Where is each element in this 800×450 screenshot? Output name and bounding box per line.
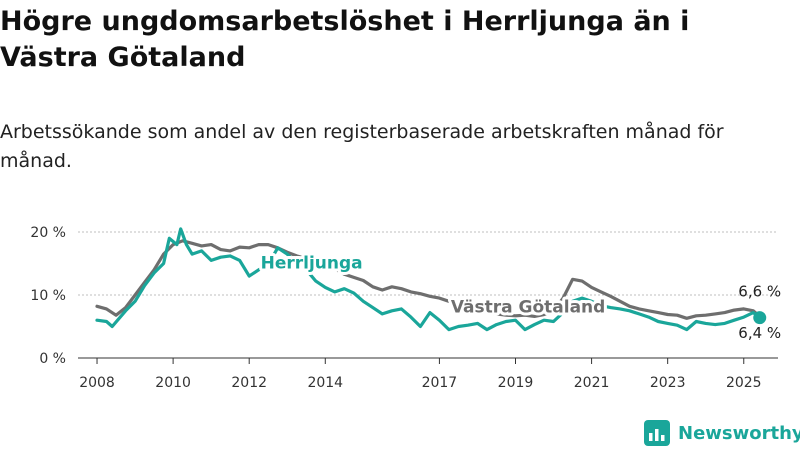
- chart-title: Högre ungdomsarbetslöshet i Herrljunga ä…: [0, 6, 690, 73]
- y-tick-label: 10 %: [30, 288, 66, 304]
- x-tick-label: 2012: [231, 375, 267, 391]
- series-line-herrljunga: [95, 227, 762, 332]
- brand-name: Newsworthy: [678, 422, 800, 444]
- x-tick-label: 2023: [650, 375, 686, 391]
- bar-chart-logo-icon: [644, 420, 670, 446]
- series-line-vastra-gotaland: [95, 239, 762, 320]
- x-tick-label: 2008: [79, 375, 115, 391]
- x-tick-label: 2021: [574, 375, 610, 391]
- x-tick-label: 2014: [307, 375, 343, 391]
- x-tick-label: 2019: [498, 375, 534, 391]
- x-tick-label: 2017: [422, 375, 458, 391]
- value-label: 6,6 %: [738, 282, 781, 300]
- line-chart: 0 % 10 % 20 % 2008 2010 2012 2014 2017 2019 2021 2…: [30, 225, 781, 391]
- series-label: Herrljunga: [261, 254, 363, 274]
- series-label: Västra Götaland: [451, 298, 606, 318]
- x-tick-label: 2010: [155, 375, 191, 391]
- x-tick-label: 2025: [726, 375, 762, 391]
- newsworthy-logo: Newsworthy: [644, 419, 800, 447]
- y-tick-label: 0 %: [39, 351, 66, 367]
- endpoint-marker: [753, 311, 767, 325]
- chart-subtitle: Arbetssökande som andel av den registerb…: [0, 121, 724, 172]
- y-tick-label: 20 %: [30, 225, 66, 241]
- value-label: 6,4 %: [738, 324, 781, 342]
